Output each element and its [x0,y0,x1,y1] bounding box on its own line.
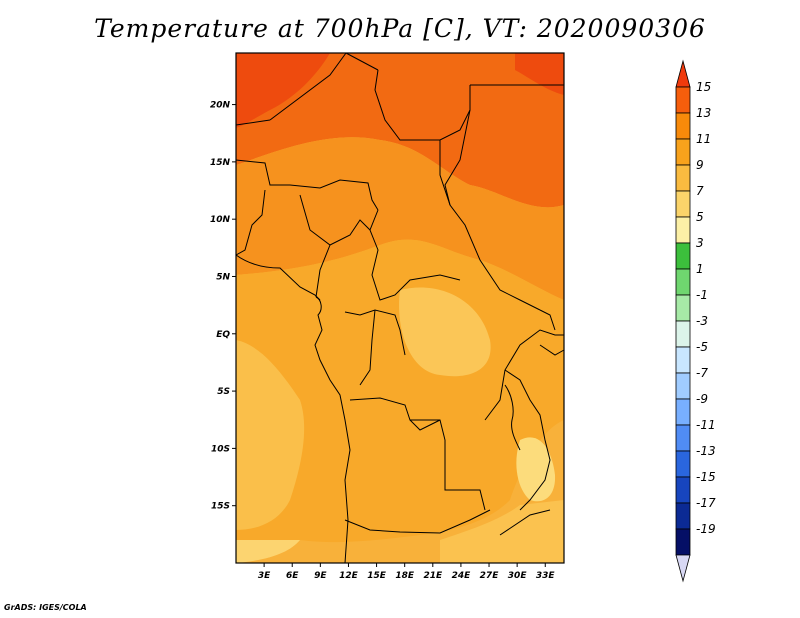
colorbar-label: -9 [696,392,708,406]
lat-tick-label: 10N [210,215,231,225]
lon-tick-label: 30E [508,571,528,581]
lon-tick-label: 12E [339,571,359,581]
temperature-band-5-east [516,437,556,502]
colorbar-swatch [675,398,691,426]
lon-tick-label: 33E [536,571,556,581]
colorbar-swatch [675,138,691,166]
map-title: Temperature at 700hPa [C], VT: 202009030… [94,14,706,43]
lat-tick-label: 5S [217,387,230,397]
lon-tick-label: 9E [314,571,327,581]
colorbar-swatch [675,424,691,452]
colorbar-swatch [675,372,691,400]
temperature-band-13 [236,53,564,208]
map-frame [235,52,565,564]
temperature-band-7-central [399,287,491,377]
colorbar-label: 15 [696,80,711,94]
colorbar-label: -11 [696,418,716,432]
lon-tick-label: 27E [480,571,500,581]
temperature-band-5-southwest [236,540,300,563]
colorbar-label: -7 [696,366,708,380]
colorbar-label: 1 [696,262,704,276]
colorbar-swatch [675,190,691,218]
colorbar-label: -19 [696,522,716,536]
colorbar-min-triangle [675,554,691,583]
colorbar-label: 3 [696,236,704,250]
colorbar-swatch [675,242,691,270]
grads-credit: GrADS: IGES/COLA [4,603,87,612]
colorbar: 15 13 11 9 7 5 3 1 -1 -3 -5 -7 -9 -11 -13 -15 -17 -19 [675,59,716,583]
colorbar-swatch [675,502,691,530]
lon-tick-label: 3E [258,571,271,581]
colorbar-swatch [675,164,691,192]
colorbar-label: 11 [696,132,711,146]
colorbar-swatch [675,528,691,556]
colorbar-swatch [675,86,691,114]
colorbar-max-triangle [675,59,691,88]
lat-tick-label: 15S [211,502,230,512]
longitude-axis: 3E 6E 9E 12E 15E 18E 21E 24E 27E 30E 33E [258,563,556,581]
lat-tick-label: EQ [216,330,230,340]
colorbar-swatch [675,112,691,140]
colorbar-swatch [675,268,691,296]
lat-tick-label: 5N [216,272,230,282]
colorbar-swatch [675,320,691,348]
temperature-band-15 [236,53,330,128]
lon-tick-label: 21E [423,571,443,581]
lat-tick-label: 20N [210,101,231,111]
colorbar-label: 7 [696,184,704,198]
map-panel [235,52,565,564]
colorbar-swatch [675,294,691,322]
colorbar-label: -3 [696,314,708,328]
lat-tick-label: 10S [211,444,230,454]
temperature-band-7-south [440,500,564,563]
lat-tick-label: 15N [210,158,231,168]
colorbar-label: 5 [696,210,704,224]
colorbar-label: -1 [696,288,708,302]
colorbar-label: 13 [696,106,711,120]
colorbar-label: -13 [696,444,716,458]
colorbar-swatch [675,216,691,244]
temperature-band-7-west [236,340,305,530]
colorbar-label: -5 [696,340,708,354]
colorbar-swatch [675,346,691,374]
lon-tick-label: 6E [286,571,299,581]
colorbar-label: -17 [696,496,716,510]
colorbar-label: 9 [696,158,704,172]
country-borders [235,52,565,564]
colorbar-swatch [675,476,691,504]
lon-tick-label: 15E [367,571,387,581]
lon-tick-label: 24E [452,571,472,581]
colorbar-swatch [675,450,691,478]
lon-tick-label: 18E [395,571,415,581]
colorbar-label: -15 [696,470,716,484]
temperature-band-11 [236,137,564,300]
latitude-axis: 20N 15N 10N 5N EQ 5S 10S 15S [210,101,236,512]
